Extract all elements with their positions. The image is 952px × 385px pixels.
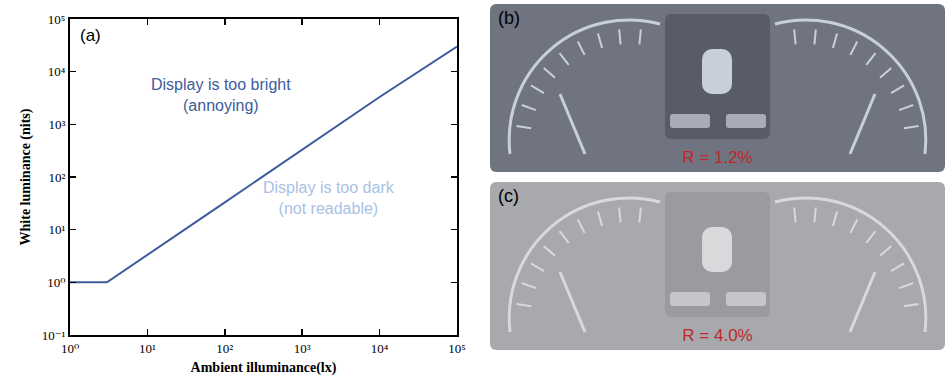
svg-text:10²: 10² [48,170,65,185]
html-text:(b): (b) [498,8,520,28]
svg-text:Ambient illuminance(lx): Ambient illuminance(lx) [191,360,337,376]
svg-text:10⁴: 10⁴ [371,341,389,356]
svg-text:10⁰: 10⁰ [47,275,65,290]
html-text:R = 4.0%: R = 4.0% [682,326,753,345]
svg-text:Display is too dark(not readab: Display is too dark(not readable) [263,179,395,217]
html-text:(c): (c) [498,186,519,206]
svg-text:White luminance (nits): White luminance (nits) [18,108,34,245]
svg-text:10⁵: 10⁵ [48,12,66,27]
svg-text:10⁵: 10⁵ [448,341,466,356]
svg-text:10⁴: 10⁴ [48,64,66,79]
svg-text:10¹: 10¹ [48,222,65,237]
svg-text:10²: 10² [216,341,233,356]
html-text:R = 1.2%: R = 1.2% [682,148,753,167]
svg-text:10³: 10³ [294,341,311,356]
svg-text:Display is too bright(annoying: Display is too bright(annoying) [151,76,291,114]
svg-text:(a): (a) [80,26,101,45]
svg-text:10⁰: 10⁰ [61,341,79,356]
svg-text:10⁻¹: 10⁻¹ [42,328,66,343]
svg-text:10¹: 10¹ [139,341,156,356]
svg-text:10³: 10³ [48,117,65,132]
